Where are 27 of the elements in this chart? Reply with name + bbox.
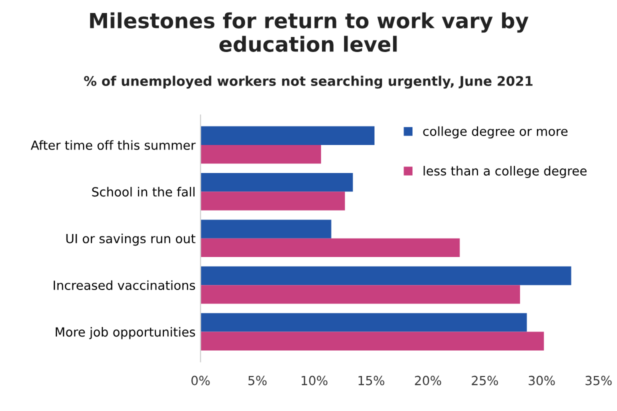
y-tick-label: Increased vaccinations — [54, 280, 196, 290]
x-tick-label: 35% — [586, 376, 612, 386]
bar — [200, 285, 520, 304]
bar — [200, 144, 322, 164]
x-tick-label: 10% — [302, 376, 328, 386]
x-tick-label: 25% — [472, 376, 498, 386]
x-tick-label: 0% — [191, 376, 210, 386]
x-tick-label: 15% — [358, 376, 384, 386]
y-tick-label: UI or savings run out — [66, 234, 196, 246]
chart-subtitle: % of unemployed workers not searching urgently, June 2021 — [84, 76, 532, 89]
bar — [200, 192, 345, 210]
bar — [200, 126, 374, 145]
x-tick-label: 20% — [414, 376, 442, 386]
bar — [200, 266, 572, 286]
legend-label: college degree or more — [423, 126, 568, 138]
y-tick-label: School in the fall — [92, 186, 194, 197]
legend-label: less than a college degree — [424, 166, 587, 178]
y-tick-label: After time off this summer — [30, 140, 196, 150]
bar — [200, 172, 353, 192]
x-tick-label: 5% — [248, 376, 267, 386]
y-tick-label: More job opportunities — [56, 327, 196, 340]
bar — [200, 313, 527, 332]
chart-title: Milestones for return to work vary by education level — [90, 12, 528, 52]
bar — [200, 238, 460, 258]
bar — [200, 332, 544, 350]
x-tick-label: 30% — [528, 376, 555, 386]
bar — [200, 220, 332, 238]
